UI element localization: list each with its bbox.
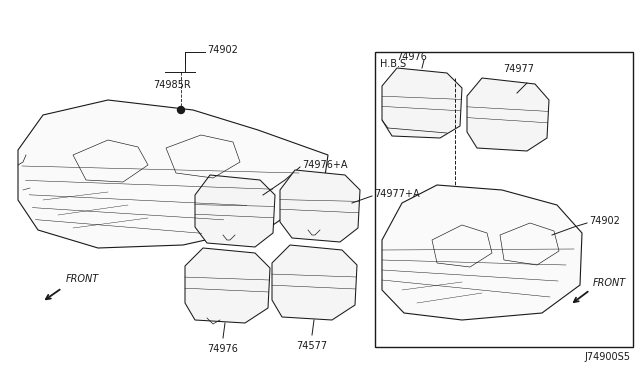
Text: 74902: 74902 [207,45,238,55]
Text: 74577: 74577 [296,341,328,351]
Circle shape [177,106,184,113]
Text: FRONT: FRONT [66,274,99,284]
Text: J74900S5: J74900S5 [584,352,630,362]
Polygon shape [18,100,328,248]
Polygon shape [185,248,270,323]
Text: 74976: 74976 [397,52,428,62]
Text: 74976: 74976 [207,344,239,354]
Text: 74977: 74977 [504,64,534,74]
Polygon shape [382,68,462,138]
Polygon shape [280,170,360,242]
Text: 74977+A: 74977+A [374,189,420,199]
Text: FRONT: FRONT [593,278,627,288]
Text: H.B.S: H.B.S [380,59,406,69]
Text: 74985R: 74985R [153,80,191,90]
Polygon shape [382,185,582,320]
Text: 74976+A: 74976+A [302,160,348,170]
Polygon shape [467,78,549,151]
Text: 74902: 74902 [589,216,620,226]
Polygon shape [195,175,275,247]
Polygon shape [272,245,357,320]
